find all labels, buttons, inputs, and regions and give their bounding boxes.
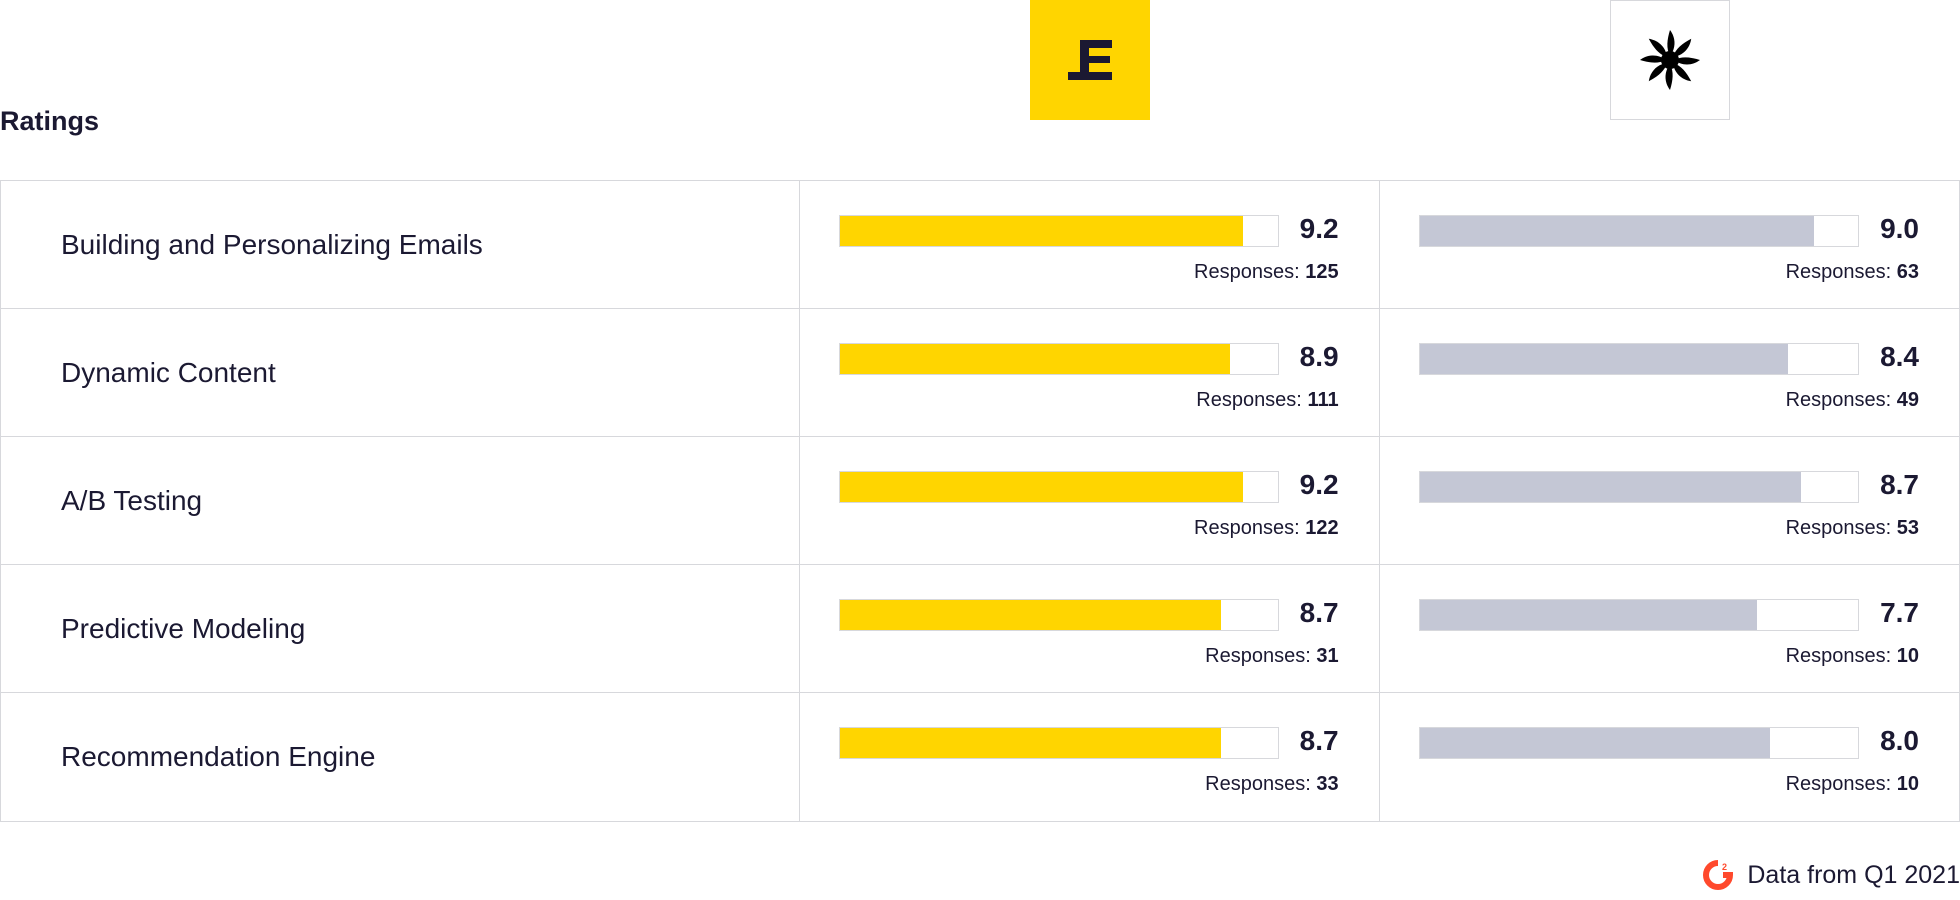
response-number: 10 [1896, 773, 1919, 795]
ratings-table: Building and Personalizing Emails 9.2 Resp… [0, 180, 1960, 822]
bar [840, 344, 1231, 374]
response-number: 33 [1316, 773, 1339, 795]
table-row: Dynamic Content 8.9 Responses: 111 8.4 Respo… [1, 309, 1959, 437]
table-row: Predictive Modeling 8.7 Responses: 31 7.7 Re… [1, 565, 1959, 693]
bar [840, 728, 1222, 758]
response-label: Responses: [1785, 645, 1892, 667]
score-value: 8.4 [1880, 341, 1919, 372]
score-value: 8.7 [1299, 725, 1339, 756]
category-label: Recommendation Engine [1, 693, 801, 821]
table-row: Recommendation Engine 8.7 Responses: 33 8.0… [1, 693, 1959, 821]
bar [1419, 344, 1788, 374]
bar-track [839, 215, 1280, 247]
bar [840, 216, 1244, 246]
response-count: Responses: 31 [1205, 645, 1338, 668]
score-value: 7.7 [1880, 597, 1919, 628]
category-label: Building and Personalizing Emails [1, 181, 801, 308]
bar [1419, 472, 1801, 502]
g2-logo-icon: 2 [1703, 860, 1734, 890]
table-row: A/B Testing 9.2 Responses: 122 8.7 Responses… [1, 437, 1959, 565]
stair-e-logo-icon [1068, 40, 1112, 80]
score-cell: 9.0 Responses: 63 [1380, 181, 1959, 308]
response-number: 63 [1896, 261, 1919, 283]
score-value: 8.0 [1880, 725, 1919, 756]
response-number: 125 [1305, 261, 1339, 283]
bar-track [839, 343, 1280, 375]
section-title: Ratings [0, 106, 100, 136]
response-number: 111 [1307, 389, 1339, 411]
response-number: 10 [1896, 645, 1919, 667]
response-label: Responses: [1785, 517, 1892, 539]
score-cell: 8.9 Responses: 111 [800, 309, 1380, 436]
bar [1419, 728, 1770, 758]
product-b-logo [1610, 0, 1730, 120]
score-cell: 9.2 Responses: 122 [800, 437, 1380, 564]
response-label: Responses: [1194, 517, 1300, 539]
response-number: 122 [1305, 517, 1339, 539]
pinwheel-star-logo-icon [1640, 30, 1700, 90]
score-cell: 9.2 Responses: 125 [800, 181, 1380, 308]
category-label: Predictive Modeling [1, 565, 801, 692]
svg-text:2: 2 [1722, 862, 1727, 872]
bar-track [839, 599, 1280, 631]
response-count: Responses: 125 [1194, 261, 1339, 284]
response-number: 31 [1316, 645, 1339, 667]
score-cell: 8.7 Responses: 53 [1380, 437, 1959, 564]
response-count: Responses: 33 [1205, 773, 1338, 796]
response-count: Responses: 10 [1786, 645, 1919, 668]
response-label: Responses: [1194, 261, 1300, 283]
footer-source-text: Data from Q1 2021 [1747, 860, 1960, 889]
response-label: Responses: [1205, 773, 1311, 795]
bar-track [839, 727, 1280, 759]
bar-track [1418, 471, 1859, 503]
score-cell: 8.4 Responses: 49 [1380, 309, 1959, 436]
bar-track [1418, 727, 1859, 759]
response-count: Responses: 63 [1786, 261, 1919, 284]
score-cell: 7.7 Responses: 10 [1380, 565, 1959, 692]
score-cell: 8.7 Responses: 33 [800, 693, 1380, 821]
response-count: Responses: 49 [1786, 389, 1919, 412]
response-count: Responses: 111 [1196, 389, 1338, 412]
score-cell: 8.0 Responses: 10 [1380, 693, 1959, 821]
category-label: Dynamic Content [1, 309, 801, 436]
bar-track [1418, 599, 1859, 631]
footer-source: 2 Data from Q1 2021 [1703, 860, 1960, 890]
response-label: Responses: [1785, 773, 1892, 795]
bar [840, 600, 1222, 630]
score-value: 9.2 [1299, 213, 1339, 244]
score-cell: 8.7 Responses: 31 [800, 565, 1380, 692]
response-number: 49 [1896, 389, 1919, 411]
response-label: Responses: [1196, 389, 1302, 411]
bar [1419, 216, 1814, 246]
score-value: 9.2 [1299, 469, 1339, 500]
response-count: Responses: 53 [1786, 517, 1919, 540]
bar-track [1418, 343, 1859, 375]
table-row: Building and Personalizing Emails 9.2 Resp… [1, 181, 1959, 309]
product-a-logo [1030, 0, 1150, 120]
response-count: Responses: 122 [1194, 517, 1339, 540]
bar [1419, 600, 1757, 630]
score-value: 8.7 [1299, 597, 1339, 628]
bar [840, 472, 1244, 502]
response-label: Responses: [1205, 645, 1311, 667]
score-value: 8.9 [1299, 341, 1339, 372]
response-label: Responses: [1785, 261, 1892, 283]
bar-track [839, 471, 1280, 503]
category-label: A/B Testing [1, 437, 801, 564]
response-count: Responses: 10 [1786, 773, 1919, 796]
response-label: Responses: [1785, 389, 1892, 411]
response-number: 53 [1896, 517, 1919, 539]
bar-track [1418, 215, 1859, 247]
score-value: 9.0 [1880, 213, 1919, 244]
score-value: 8.7 [1880, 469, 1919, 500]
